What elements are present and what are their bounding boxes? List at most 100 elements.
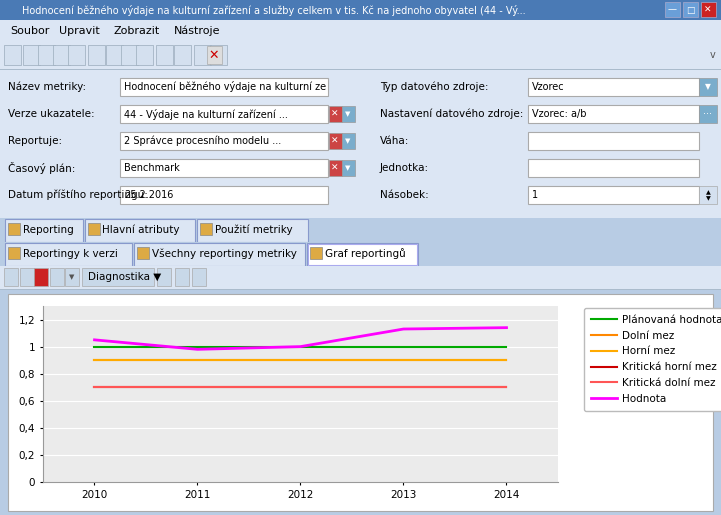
Text: Verze ukazatele:: Verze ukazatele: [8,109,94,119]
Bar [121,45,138,65]
Bar [120,132,328,150]
Bar [0,70,721,218]
Bar [174,45,191,65]
Bar [342,133,355,149]
Text: □: □ [686,6,694,14]
Plánovaná hodnota [399,344,408,350]
Text: Reportuje:: Reportuje: [8,136,62,146]
Text: ✕: ✕ [331,136,339,146]
Text: ▼: ▼ [345,111,350,117]
Bar [136,45,153,65]
Bar [528,186,699,204]
Kritická horní mez [296,384,305,390]
Bar [342,160,355,176]
Bar [175,268,189,286]
Dolní mez [296,357,305,363]
Bar [4,45,21,65]
Bar [197,219,307,242]
Text: Typ datového zdroje:: Typ datového zdroje: [380,82,489,92]
Bar [134,243,305,266]
Bar [5,219,82,242]
Kritická dolní mez [90,384,99,390]
Bar [699,105,717,123]
Text: Nástroje: Nástroje [174,26,221,36]
Bar [137,247,149,259]
Bar [120,186,328,204]
Hodnota [502,324,510,331]
Bar [308,244,417,265]
Bar [23,45,40,65]
Horní mez [193,357,202,363]
Horní mez [90,357,99,363]
Bar [0,242,721,266]
Text: ▼: ▼ [345,138,350,144]
Bar [307,243,417,266]
Bar [701,2,716,17]
Bar [699,78,717,96]
Bar [528,78,699,96]
Bar [38,45,55,65]
Horní mez [399,357,408,363]
Kritická horní mez [193,384,202,390]
Bar [310,247,322,259]
Bar [8,247,20,259]
Bar [200,223,212,235]
Text: Nastavení datového zdroje:: Nastavení datového zdroje: [380,109,523,119]
Kritická horní mez [399,384,408,390]
Text: ✕: ✕ [331,110,339,118]
Bar [82,268,154,286]
Text: Časový plán:: Časový plán: [8,162,76,174]
Text: Název metriky:: Název metriky: [8,82,86,92]
Text: ▲
▼: ▲ ▼ [706,191,710,201]
Bar [34,268,48,286]
Text: Použití metriky: Použití metriky [215,225,293,235]
Bar [528,132,699,150]
Text: Všechny reportingy metriky: Všechny reportingy metriky [152,249,297,259]
Hodnota [399,326,408,332]
Bar [0,69,721,70]
Kritická dolní mez [296,384,305,390]
Text: Zobrazit: Zobrazit [113,26,159,36]
Plánovaná hodnota [193,344,202,350]
Text: Jednotka:: Jednotka: [380,163,429,173]
Text: 1: 1 [532,190,538,200]
Bar [8,223,20,235]
Bar [8,294,713,511]
Horní mez [502,357,510,363]
Text: ···: ··· [704,109,712,119]
Text: ✕: ✕ [704,6,712,14]
Hodnota [193,346,202,352]
Bar [0,42,721,70]
Bar [342,106,355,122]
Dolní mez [502,357,510,363]
Plánovaná hodnota [502,344,510,350]
Text: 44 - Výdaje na kulturní zařízení ...: 44 - Výdaje na kulturní zařízení ... [124,109,288,119]
Text: Benchmark: Benchmark [124,163,180,173]
Dolní mez [90,357,99,363]
Bar [0,289,721,290]
Bar [210,45,227,65]
Bar [207,46,222,64]
Bar [683,2,698,17]
Bar [528,159,699,177]
Text: ✕: ✕ [331,163,339,173]
Bar [68,45,85,65]
Legend: Plánovaná hodnota, Dolní mez, Horní mez, Kritická horní mez, Kritická dolní mez,: Plánovaná hodnota, Dolní mez, Horní mez,… [584,307,721,411]
Bar [0,266,721,290]
Text: v: v [710,50,716,60]
Text: Hlavní atributy: Hlavní atributy [102,225,180,235]
Bar [329,160,342,176]
Bar [194,45,211,65]
Hodnota [296,344,305,350]
Hodnota [90,337,99,343]
Text: 25.2.2016: 25.2.2016 [124,190,173,200]
Text: 2 Správce procesního modelu ...: 2 Správce procesního modelu ... [124,136,281,146]
Bar [88,45,105,65]
Bar [5,243,132,266]
Bar [50,268,64,286]
Text: Vzorec: a/b: Vzorec: a/b [532,109,586,119]
Bar [20,268,34,286]
Bar [53,45,70,65]
Horní mez [296,357,305,363]
Dolní mez [193,357,202,363]
